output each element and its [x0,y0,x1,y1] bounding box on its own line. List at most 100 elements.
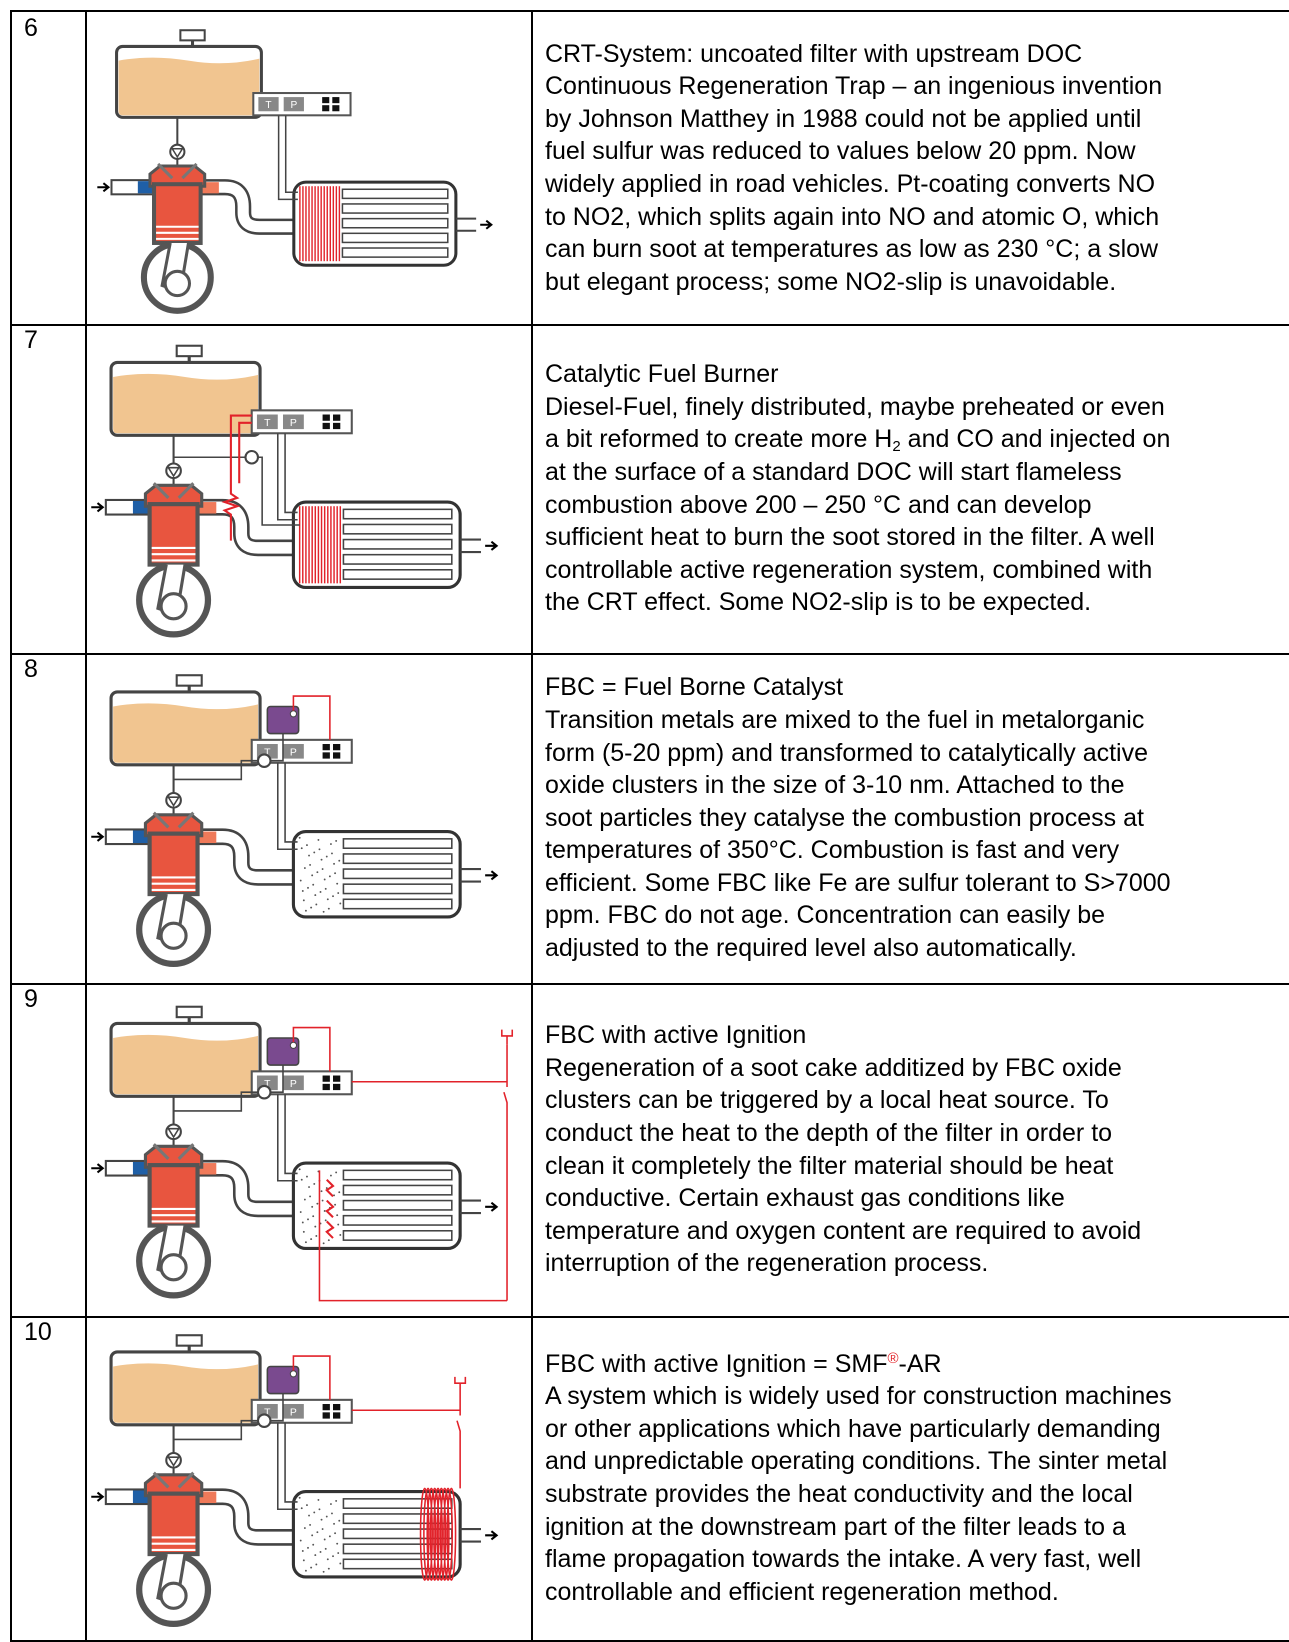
soot-dot [306,1504,308,1507]
arrow-out [485,1530,499,1541]
sensor-label: T [264,1407,271,1418]
exhaust-pipe-inner [194,1162,298,1215]
additive-signal [292,695,331,740]
channel [342,538,453,550]
soot-dot [300,847,303,850]
soot-dot [298,836,301,839]
cylinder [147,1491,200,1557]
sensor-wire [276,762,298,851]
sensor-p [283,97,304,112]
piston-rings [151,1536,196,1551]
soot-dot [323,1538,326,1541]
text-line: FBC with active Ignition [545,1021,807,1050]
text-line: controllable active regeneration system,… [545,555,1153,584]
display-block [332,97,340,104]
sensor-wire [276,1094,298,1182]
pump [256,1084,272,1100]
heating-coil [426,1487,437,1581]
display-block [333,1075,341,1082]
channel [342,1199,453,1211]
text-line: combustion above 200 – 250 °C and can de… [545,490,1092,519]
display-block [322,1404,330,1411]
text: -AR [898,1349,942,1378]
valve-mark [166,796,181,807]
soot-dot [323,1210,326,1212]
soot-dot [303,1198,306,1201]
soot-dot [331,852,333,855]
text-line: temperature and oxygen content are requi… [545,1216,1142,1245]
soot-dot [310,906,313,909]
valve-mark [166,466,181,478]
channel [342,553,453,565]
text-line: to NO2, which splits again into NO and a… [545,202,1160,231]
soot-dot [313,1511,316,1514]
soot-dot [309,1523,312,1526]
ignition-spark [325,1220,335,1239]
sensor-t [256,414,278,430]
outlet [460,538,481,554]
soot-dot [325,855,328,858]
channel [342,883,453,895]
soot-dot [323,878,326,881]
text-line: can burn soot at temperatures as low as … [545,235,1159,264]
tank-cap [175,1005,203,1019]
text-line: CRT-System: uncoated filter with upstrea… [545,39,1083,68]
soot-dot [324,1547,327,1550]
piston-rings [151,1207,196,1223]
display-block [322,97,330,104]
crank [159,1253,188,1282]
row-number-cell: 8 [10,653,87,985]
soot-dot [309,1195,312,1198]
channel [341,188,449,200]
display-block [333,414,341,421]
fuel [113,1363,258,1423]
text-line: Continuous Regeneration Trap – an ingeni… [545,72,1163,101]
soot-dot [315,1235,318,1237]
soot-dot [310,1566,313,1569]
cylinder [147,1163,200,1228]
soot-dot [310,1238,313,1241]
display-block [333,744,341,751]
soot-dot [337,1552,340,1554]
exhaust-hot [196,182,219,194]
soot-dot [329,843,332,845]
text-line: temperatures of 350°C. Combustion is fas… [545,836,1120,865]
text-line: controllable and efficient regeneration … [545,1577,1059,1606]
arrow-in [91,831,105,842]
soot-dot [317,838,320,841]
arrow-in [91,502,105,513]
soot-dot [303,1527,306,1529]
soot-dot [334,872,337,875]
sensor-label: P [290,100,297,111]
plug [454,1376,467,1392]
soot-dot [304,1241,307,1244]
display-block [322,414,330,421]
soot-dot [315,903,318,906]
channel [342,523,453,535]
soot-dot [316,1531,319,1534]
arrow-in [91,1163,105,1174]
fuel [113,1034,258,1095]
soot-dot [306,844,308,847]
soot-dot [328,1535,331,1538]
tank-cap [175,674,203,687]
soot-dot [311,874,314,877]
text-line: a bit reformed to create more H2 and CO … [545,423,1289,456]
soot-dot [339,902,342,905]
channel [341,203,449,214]
pump [256,753,272,768]
soot-dot [308,1514,310,1517]
sensor-label: P [290,1407,297,1418]
sensor-label: T [265,100,271,111]
cylinder [147,502,200,567]
display-block [333,1412,341,1419]
valves [157,162,198,180]
soot-dot [307,1218,309,1221]
text-line: Catalytic Fuel Burner [545,360,779,389]
ignition-spark [325,1178,335,1198]
exhaust-hot [193,1163,217,1175]
soot-dot [312,883,315,886]
exhaust-hot [193,831,217,844]
text-line: conduct the heat to the depth of the fil… [545,1118,1113,1147]
